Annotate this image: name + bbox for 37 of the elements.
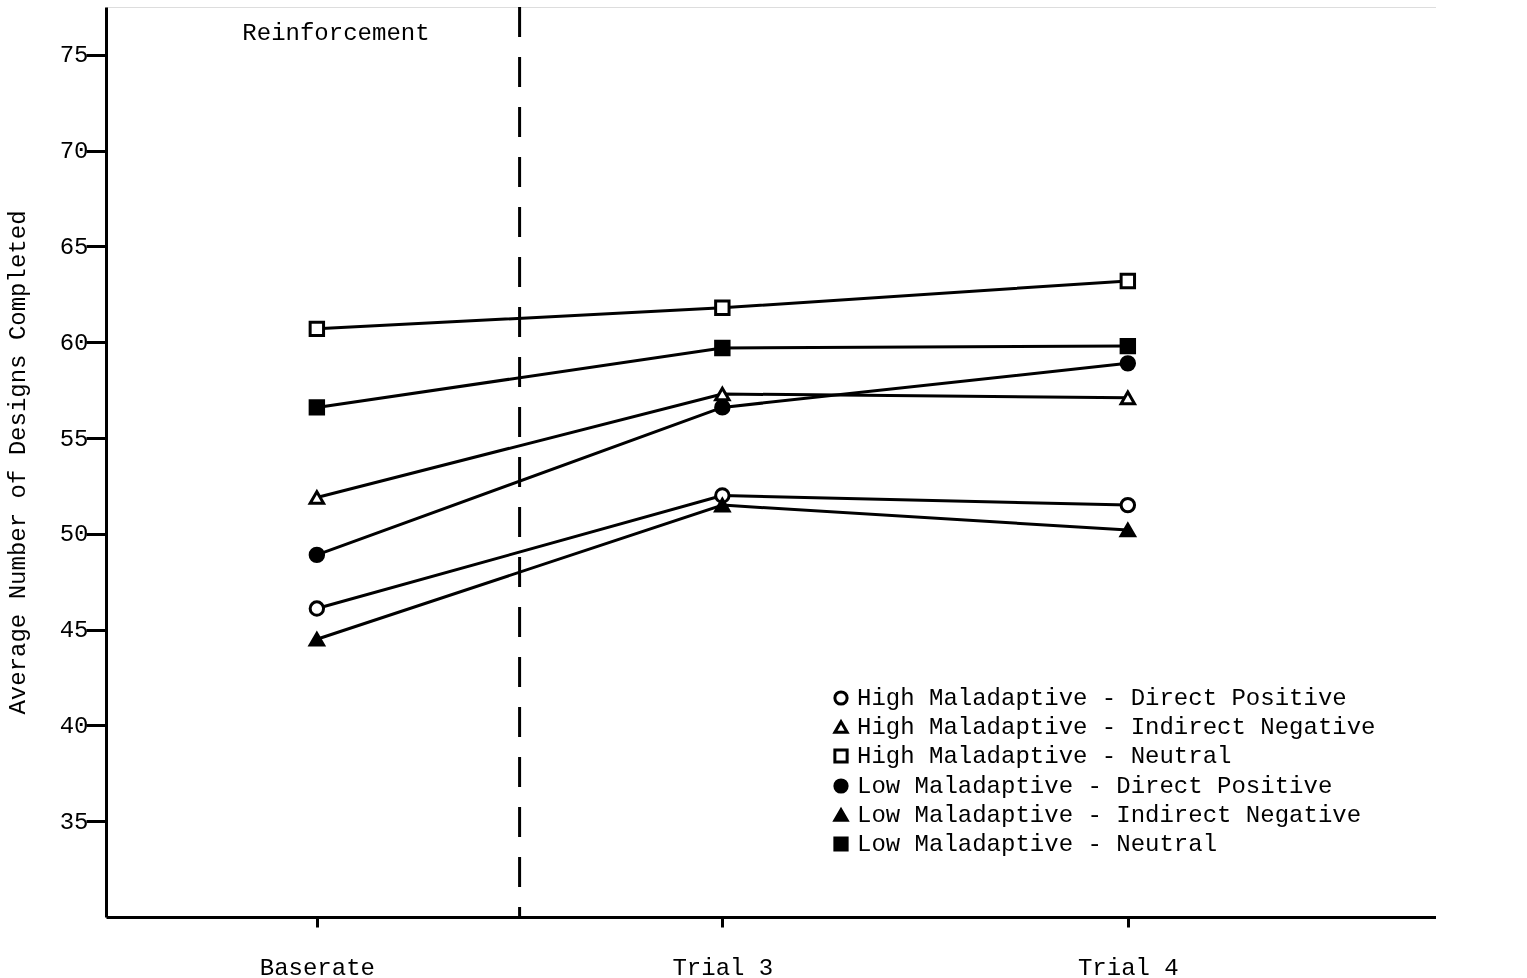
y-tick-label: 40	[59, 712, 89, 740]
x-tick-label: Trial 4	[1077, 954, 1179, 978]
point	[714, 299, 731, 316]
point	[308, 546, 326, 564]
point	[308, 631, 326, 647]
legend-label: Low Maladaptive - Neutral	[857, 831, 1218, 858]
point	[1119, 496, 1137, 514]
point	[714, 386, 731, 402]
point	[1119, 355, 1137, 372]
point	[308, 490, 326, 505]
y-tick-label: 75	[59, 42, 89, 70]
x-tick-label: Baserate	[259, 954, 375, 978]
point	[1119, 337, 1137, 355]
x-tick-label: Trial 3	[672, 954, 774, 978]
legend-label: Low Maladaptive - Direct Positive	[857, 773, 1333, 800]
point	[1119, 390, 1137, 406]
y-tick-label: 50	[59, 521, 89, 549]
point	[308, 320, 326, 338]
legend-label: Low Maladaptive - Indirect Negative	[857, 802, 1362, 829]
y-tick-label: 70	[59, 138, 89, 166]
y-axis-title: Average Number of Designs Completed	[4, 210, 32, 715]
y-tick-label: 45	[59, 617, 89, 645]
point	[308, 600, 326, 617]
point	[1119, 272, 1137, 290]
point	[1119, 522, 1137, 538]
legend-label: High Maladaptive - Indirect Negative	[857, 714, 1376, 741]
annotation: Reinforcement	[242, 20, 430, 47]
y-tick-label: 35	[59, 808, 89, 836]
point	[714, 497, 731, 513]
point	[308, 399, 326, 416]
legend-label: High Maladaptive - Neutral	[857, 743, 1232, 770]
point	[714, 399, 731, 416]
y-tick-label: 60	[59, 329, 89, 357]
point	[714, 339, 731, 357]
y-tick-label: 55	[59, 425, 89, 453]
y-tick-label: 65	[59, 233, 89, 261]
legend-label: High Maladaptive - Direct Positive	[857, 685, 1347, 712]
